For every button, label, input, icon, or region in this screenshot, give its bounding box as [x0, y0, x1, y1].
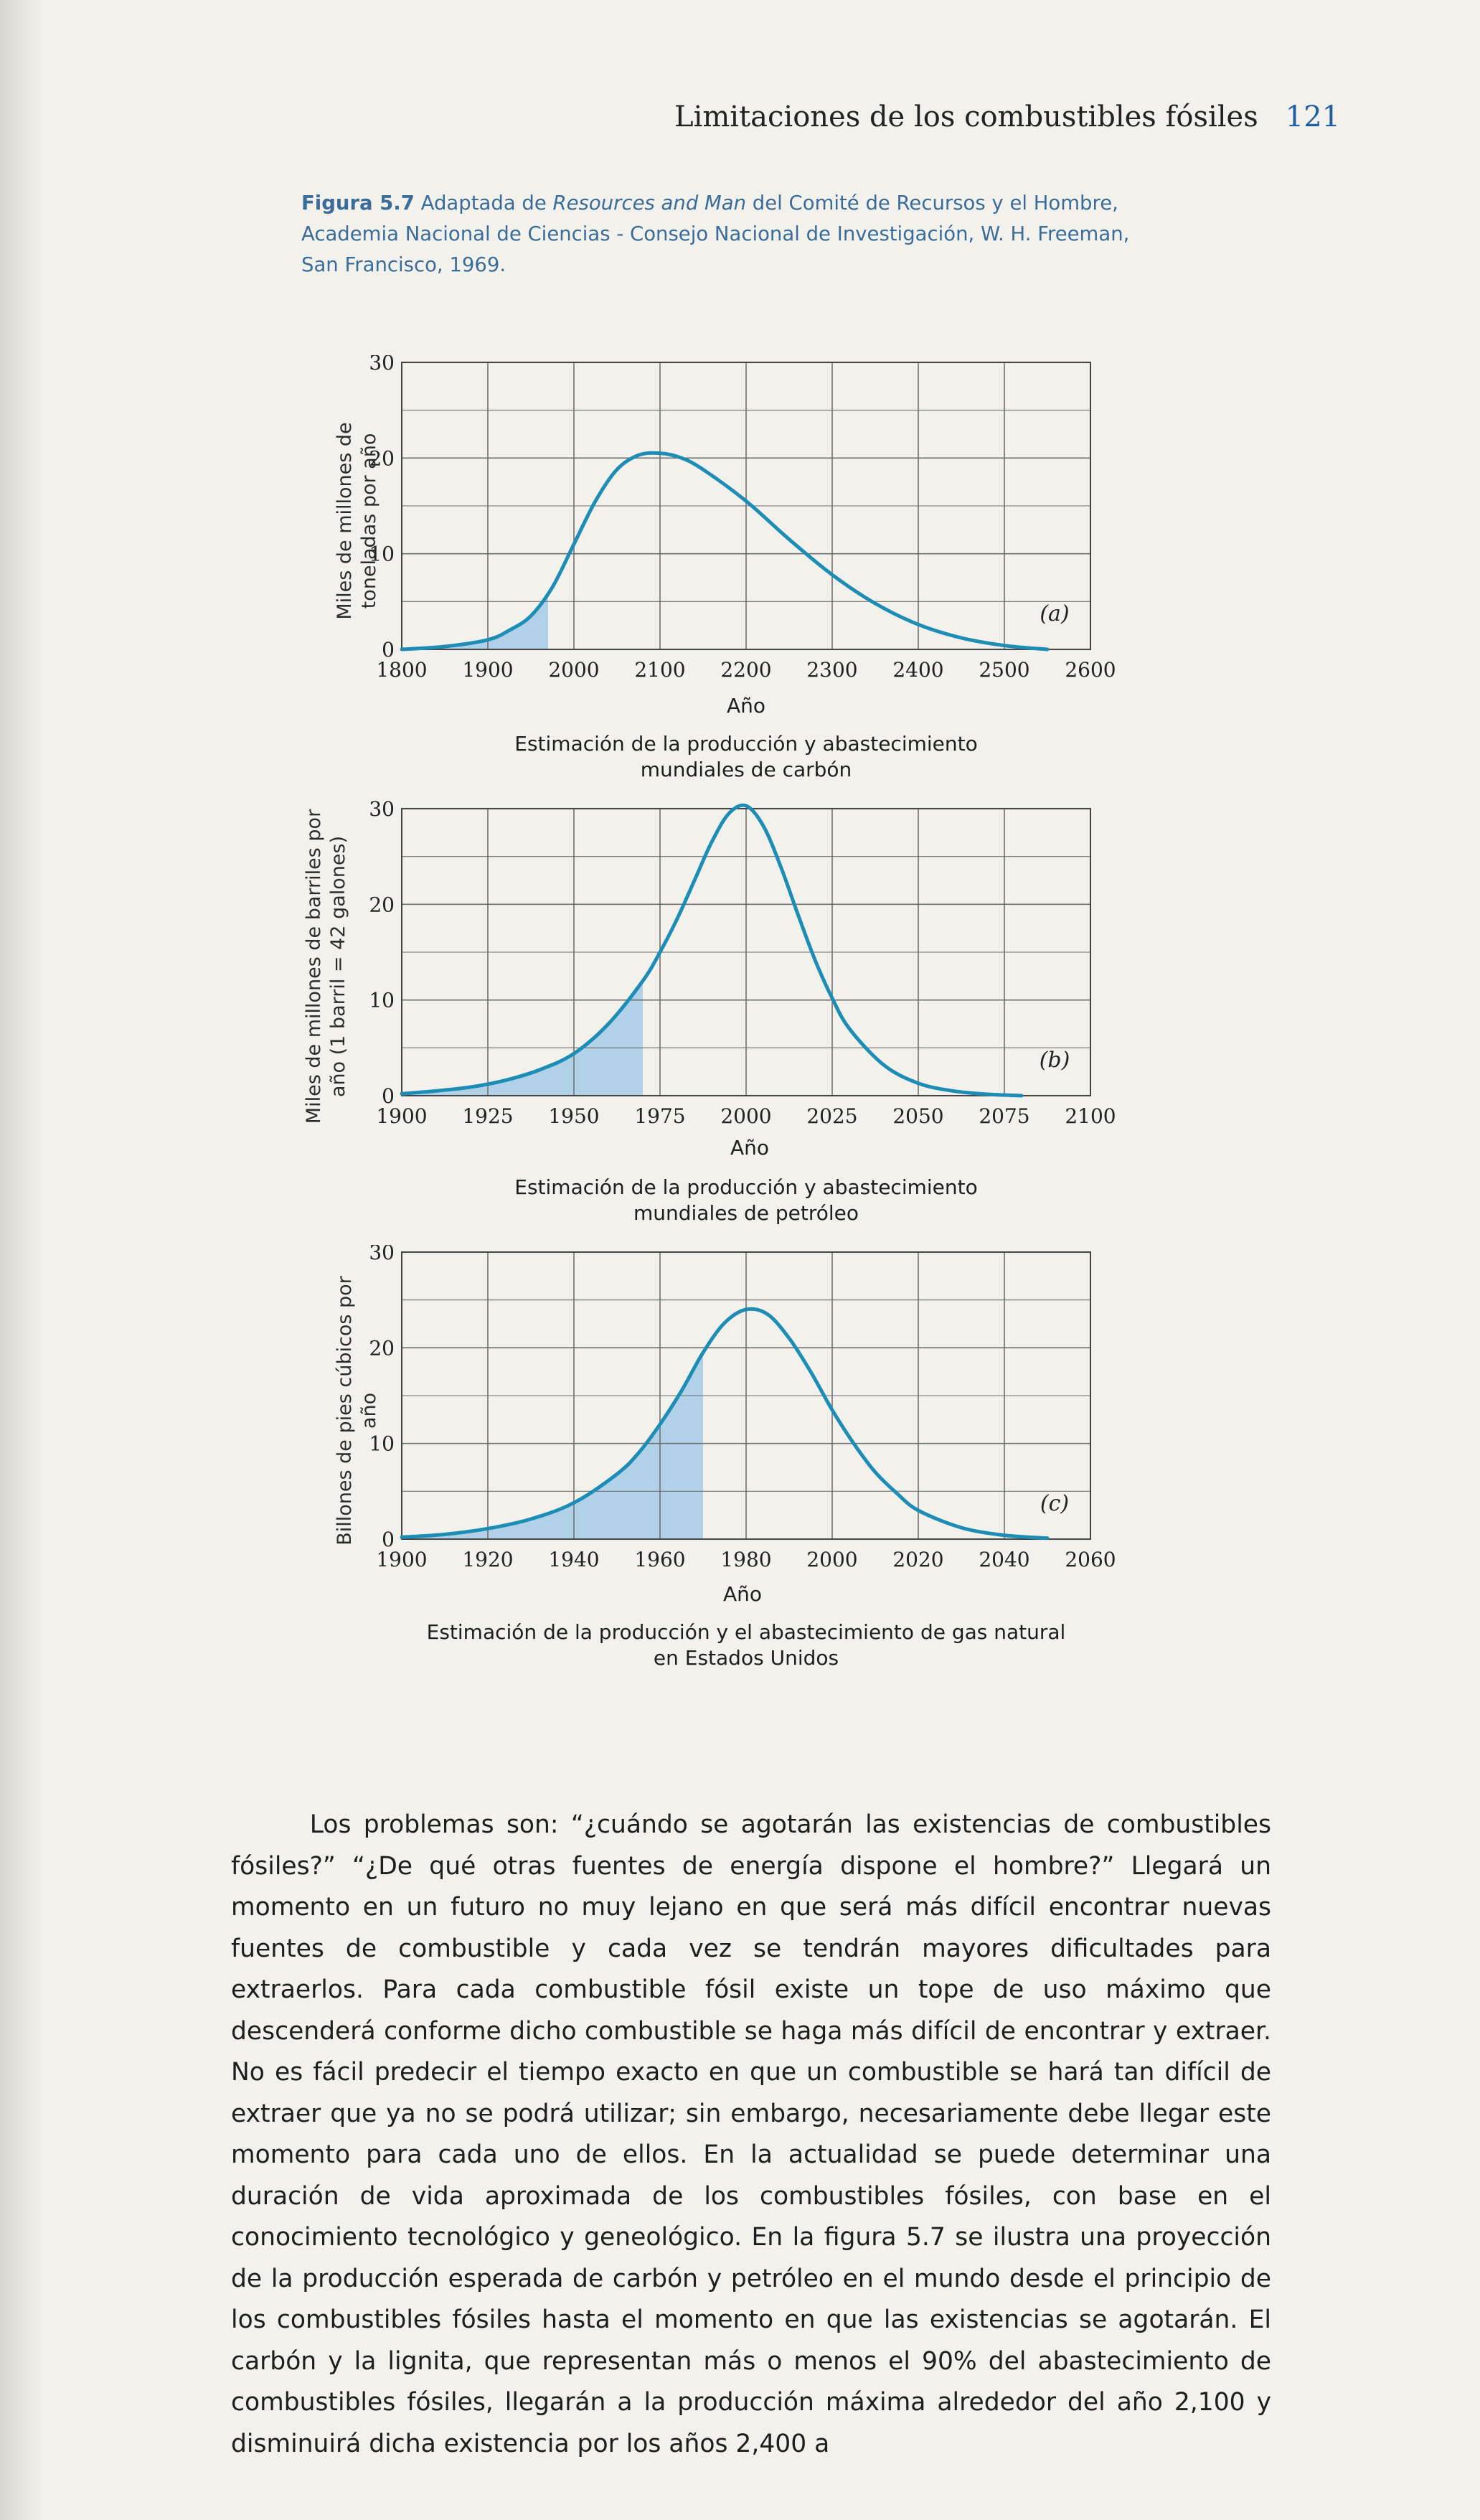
y-tick-label: 30 — [369, 799, 395, 821]
x-tick-label: 2050 — [892, 1104, 943, 1128]
plot-frame — [401, 362, 1091, 650]
y-tick-label: 20 — [369, 1336, 395, 1360]
x-tick-label: 1925 — [462, 1104, 513, 1128]
x-tick-label: 1900 — [376, 1548, 427, 1571]
caption-text-after: del Comité de Recursos y el Hombre, Acad… — [301, 192, 1130, 276]
series-line — [400, 1307, 1050, 1541]
chart-oil-svg: 1900 1925 1950 1975 2000 2025 2050 2075 2100 0 10 2… — [369, 799, 1116, 1128]
chart-gas-ylabel: Billones de pies cúbicos por año — [334, 1276, 380, 1546]
y-tick-label: 20 — [369, 893, 395, 916]
x-tick-label: 2025 — [806, 1104, 857, 1128]
x-tick-label: 1940 — [548, 1548, 599, 1571]
y-tick-label: 20 — [369, 446, 395, 470]
shaded-area — [402, 593, 548, 649]
x-tick-label: 2500 — [979, 658, 1029, 682]
x-tick-label: 1900 — [462, 658, 513, 682]
y-tick-label: 0 — [382, 1528, 395, 1551]
series-line — [400, 451, 1050, 652]
x-tick-label: 2060 — [1065, 1548, 1116, 1571]
x-tick-label: 2075 — [979, 1104, 1029, 1128]
x-tick-label: 2020 — [892, 1548, 943, 1571]
caption-source-title: Resources and Man — [552, 192, 747, 215]
chart-oil-xlabel: Año — [730, 1136, 770, 1160]
x-tick-label: 2000 — [720, 1104, 771, 1128]
chart-gas-subtitle: Estimación de la producción y el abastec… — [426, 1620, 1066, 1670]
x-tick-label: 1975 — [634, 1104, 685, 1128]
panel-label: (a) — [1040, 601, 1069, 626]
panel-label: (b) — [1040, 1048, 1070, 1073]
panel-label: (c) — [1040, 1491, 1069, 1516]
chart-oil-subtitle: Estimación de la producción y abastecimi… — [514, 1175, 978, 1225]
x-tick-label: 1950 — [548, 1104, 599, 1128]
shaded-area — [402, 1353, 703, 1539]
chart-oil-ylabel: Miles de millones de barriles por año (1… — [303, 809, 349, 1124]
x-tick-label: 2000 — [806, 1548, 857, 1571]
y-tick-label: 10 — [369, 542, 395, 566]
caption-text-before: Adaptada de — [414, 192, 553, 215]
chart-gas: 1900 1920 1940 1960 1980 2000 2020 2040 2060 0 10 2… — [0, 1245, 1480, 1690]
y-tick-label: 30 — [369, 355, 395, 375]
chart-oil: 1900 1925 1950 1975 2000 2025 2050 2075 2100 0 10 2… — [0, 799, 1480, 1229]
y-tick-label: 10 — [369, 1432, 395, 1456]
body-paragraph: Los problemas son: “¿cuándo se agotarán … — [231, 1810, 1271, 2458]
x-tick-label: 2100 — [634, 658, 685, 682]
chart-coal-ylabel: Miles de millones de toneladas por año — [334, 422, 380, 620]
chapter-title: Limitaciones de los combustibles fósiles — [674, 100, 1258, 133]
chart-gas-svg: 1900 1920 1940 1960 1980 2000 2020 2040 2060 0 10 2… — [369, 1245, 1116, 1571]
x-tick-label: 2600 — [1065, 658, 1116, 682]
x-tick-label: 2400 — [892, 658, 943, 682]
x-tick-label: 2000 — [548, 658, 599, 682]
page-edge-shadow — [0, 0, 43, 2520]
running-head: Limitaciones de los combustibles fósiles… — [674, 100, 1356, 133]
x-tick-label: 2200 — [720, 658, 771, 682]
chart-coal: 1800 1900 2000 2100 2200 2300 2400 2500 2600 0 10 2… — [0, 355, 1480, 786]
chart-coal-subtitle: Estimación de la producción y abastecimi… — [514, 732, 978, 781]
x-tick-label: 1960 — [634, 1548, 685, 1571]
y-tick-label: 0 — [382, 638, 395, 662]
x-tick-label: 2100 — [1065, 1104, 1116, 1128]
chart-coal-xlabel: Año — [726, 694, 766, 718]
y-tick-label: 30 — [369, 1245, 395, 1264]
x-tick-label: 2300 — [806, 658, 857, 682]
page-number: 121 — [1285, 100, 1341, 133]
figure-label: Figura 5.7 — [301, 192, 415, 215]
x-tick-label: 2040 — [979, 1548, 1029, 1571]
chart-gas-xlabel: Año — [722, 1582, 763, 1606]
plot-frame — [401, 808, 1091, 1096]
x-tick-label: 1980 — [720, 1548, 771, 1571]
series-line — [400, 803, 1024, 1098]
plot-frame — [401, 1251, 1091, 1540]
x-tick-label: 1920 — [462, 1548, 513, 1571]
y-tick-label: 10 — [369, 989, 395, 1012]
figure-caption: Figura 5.7 Adaptada de Resources and Man… — [301, 188, 1133, 281]
y-tick-label: 0 — [382, 1084, 395, 1108]
chart-coal-svg: 1800 1900 2000 2100 2200 2300 2400 2500 2600 0 10 2… — [369, 355, 1116, 682]
x-tick-label: 1800 — [376, 658, 427, 682]
x-tick-label: 1900 — [376, 1104, 427, 1128]
shaded-area — [402, 981, 643, 1096]
